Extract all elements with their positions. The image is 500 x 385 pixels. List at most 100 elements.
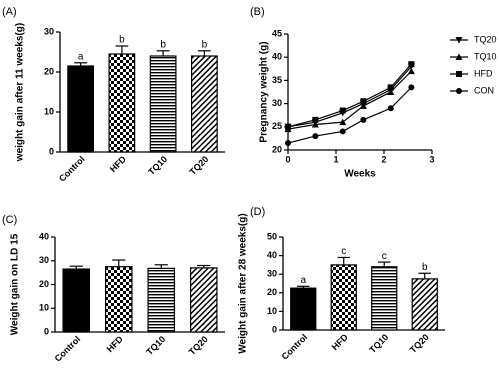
error-bar: [377, 261, 391, 267]
x-tick-label: TQ10: [146, 154, 169, 177]
x-tick-label: 2: [381, 154, 386, 164]
marker: [312, 133, 319, 140]
y-tick-label: 35: [272, 75, 282, 85]
bar: [290, 287, 317, 331]
bar: [371, 266, 398, 331]
error-bar: [296, 285, 310, 289]
marker: [387, 84, 394, 91]
error-bar: [154, 264, 168, 269]
legend-label: TQ10: [474, 51, 497, 61]
bar: [147, 267, 176, 333]
x-tick-label: HFD: [105, 334, 126, 355]
bar: [62, 268, 91, 333]
y-tick-label: 10: [267, 306, 277, 316]
x-tick-label: Control: [280, 332, 310, 362]
marker: [408, 61, 415, 68]
x-tick-label: 3: [429, 154, 434, 164]
x-tick-label: HFD: [108, 154, 129, 175]
y-axis-title: Weight gain on LD 15: [10, 233, 21, 335]
significance-letter: b: [119, 35, 125, 46]
y-tick-label: 20: [267, 287, 277, 297]
error-bar: [74, 62, 88, 66]
legend-marker: [456, 71, 462, 77]
y-tick-label: 0: [44, 326, 49, 336]
error-bar: [337, 256, 351, 265]
y-tick-label: 45: [272, 28, 282, 38]
marker: [339, 118, 347, 126]
error-bar: [197, 264, 211, 268]
bar: [149, 55, 177, 153]
x-tick-label: Control: [57, 154, 87, 184]
legend-marker: [456, 88, 462, 94]
x-tick-label: TQ10: [367, 332, 390, 355]
significance-letter: b: [422, 262, 428, 273]
panel-label: (D): [250, 206, 265, 218]
y-tick-label: 30: [39, 255, 49, 265]
x-tick-label: TQ20: [187, 334, 210, 357]
y-axis-title: weight gain after 11 weeks(g): [15, 23, 26, 162]
bar: [189, 267, 218, 333]
marker: [360, 98, 367, 105]
bar: [330, 264, 357, 331]
legend-marker: [455, 53, 463, 60]
significance-letter: a: [300, 275, 306, 286]
legend-marker: [455, 37, 463, 44]
series-line: [287, 66, 412, 128]
marker: [387, 88, 395, 95]
marker: [312, 116, 319, 123]
y-tick-label: 40: [272, 52, 282, 62]
y-tick-label: 20: [39, 279, 49, 289]
series-line: [287, 86, 412, 144]
y-tick-label: 30: [44, 26, 54, 36]
legend-label: TQ20: [474, 34, 497, 44]
y-tick-label: 10: [44, 106, 54, 116]
y-tick-label: 40: [39, 231, 49, 241]
series-line: [287, 70, 412, 130]
marker: [285, 123, 291, 130]
bar: [108, 53, 136, 153]
panel-label: (C): [2, 214, 17, 226]
error-bar: [69, 265, 83, 270]
significance-letter: a: [78, 51, 84, 62]
x-tick-label: 1: [333, 154, 338, 164]
marker: [360, 116, 367, 123]
y-tick-label: 20: [272, 144, 282, 154]
significance-letter: c: [382, 251, 387, 262]
significance-letter: b: [160, 39, 166, 50]
bar: [104, 266, 133, 333]
marker: [359, 102, 367, 109]
y-tick-label: 20: [44, 66, 54, 76]
y-tick-label: 30: [272, 98, 282, 108]
legend-label: CON: [474, 85, 494, 95]
marker: [407, 67, 415, 75]
y-axis-title: Weight gain after 28 weeks(g): [238, 213, 249, 353]
y-tick-label: 30: [267, 269, 277, 279]
y-axis-title: Pregnancy weight (g): [259, 41, 270, 142]
x-tick-label: Control: [53, 334, 83, 364]
y-tick-label: 0: [272, 324, 277, 334]
significance-letter: c: [341, 246, 346, 257]
y-tick-label: 50: [267, 231, 277, 241]
x-axis-title: Weeks: [344, 169, 376, 180]
marker: [408, 84, 415, 91]
x-tick-label: HFD: [330, 332, 351, 353]
marker: [311, 120, 319, 128]
bar: [67, 65, 95, 153]
bar: [411, 278, 438, 331]
panel-label: (B): [250, 6, 265, 18]
x-tick-label: 0: [285, 154, 290, 164]
marker: [339, 107, 346, 114]
x-tick-label: TQ10: [144, 334, 167, 357]
error-bar: [112, 259, 126, 267]
error-bar: [115, 45, 129, 54]
series-line: [287, 63, 412, 128]
y-tick-label: 10: [39, 303, 49, 313]
x-tick-label: TQ20: [187, 154, 210, 177]
panel-label: (A): [2, 6, 17, 18]
significance-letter: b: [202, 39, 208, 50]
marker: [339, 128, 346, 135]
x-tick-label: TQ20: [408, 332, 431, 355]
y-tick-label: 0: [49, 146, 54, 156]
y-tick-label: 40: [267, 250, 277, 260]
